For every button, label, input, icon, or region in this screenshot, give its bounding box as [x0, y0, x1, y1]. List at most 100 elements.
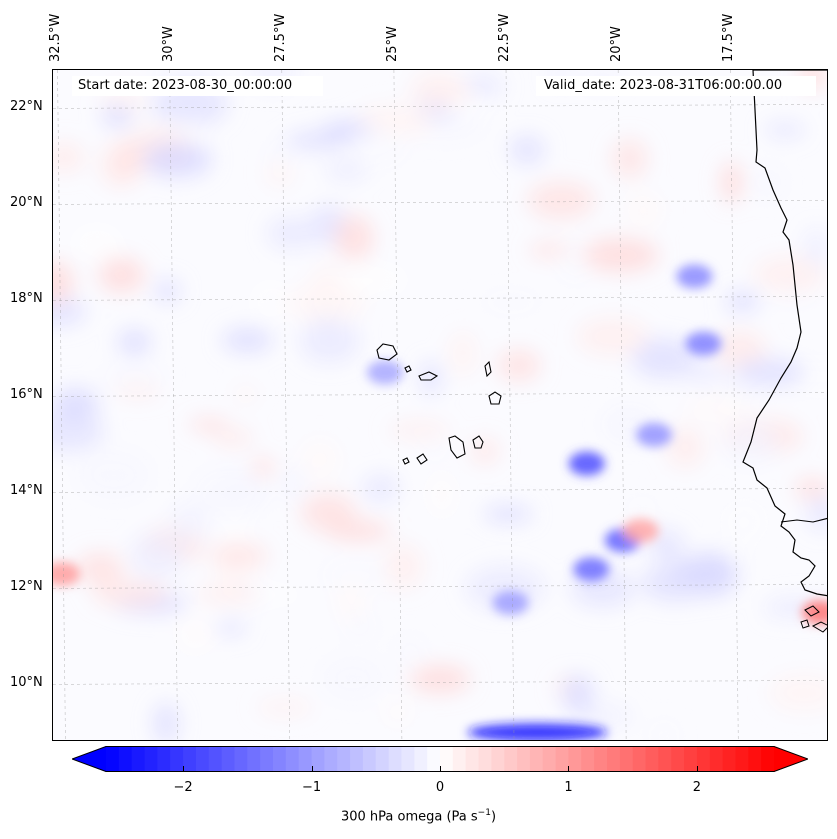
field-patch	[410, 71, 464, 109]
colorbar-segment	[260, 746, 274, 772]
colorbar-segment	[195, 746, 210, 772]
field-patch	[576, 317, 649, 356]
field-patch	[170, 502, 208, 544]
field-patch	[726, 422, 778, 463]
ascent-feature	[676, 264, 713, 289]
colorbar-segment	[684, 746, 698, 772]
field-patch	[448, 96, 497, 115]
field-patch	[582, 237, 659, 273]
field-patch	[53, 388, 99, 420]
field-patch	[233, 386, 258, 403]
graticule	[53, 70, 827, 740]
colorbar-segment	[273, 746, 287, 772]
colorbar-segment	[144, 746, 158, 772]
colorbar-segment	[388, 746, 403, 772]
descent-feature	[622, 518, 659, 543]
field-patch	[252, 282, 287, 322]
latitude-label: 12°N	[10, 579, 43, 595]
colorbar-tick-label: −1	[301, 780, 322, 795]
colorbar-segment	[324, 746, 338, 772]
meridian-line	[730, 70, 739, 740]
omega-features	[53, 264, 827, 740]
colorbar-segment	[414, 746, 428, 772]
field-patch	[338, 265, 408, 295]
field-patch	[197, 475, 225, 499]
colorbar-segment	[208, 746, 223, 772]
map-panel[interactable]	[52, 69, 828, 741]
field-patch	[650, 721, 678, 740]
field-patch	[383, 543, 424, 590]
colorbar-segment	[504, 746, 518, 772]
field-patch	[281, 466, 306, 501]
latitude-label: 18°N	[10, 291, 43, 307]
field-patch	[78, 452, 150, 499]
colorbar-segment	[555, 746, 570, 772]
latitude-label: 20°N	[10, 195, 43, 211]
colorbar-segment	[619, 746, 634, 772]
field-patch	[647, 529, 685, 563]
colorbar-segment	[440, 746, 454, 772]
colorbar-segment	[183, 746, 197, 772]
field-patch	[768, 673, 827, 713]
colorbar-segment	[748, 746, 762, 772]
field-patch	[92, 580, 168, 607]
colorbar-tick-mark	[440, 766, 441, 771]
longitude-label: 32.5°W	[48, 13, 64, 62]
field-patch	[382, 698, 414, 726]
descent-feature	[802, 600, 827, 625]
ascent-feature	[467, 723, 608, 740]
longitude-label: 25°W	[384, 26, 400, 62]
colorbar-segment	[696, 746, 711, 772]
colorbar-min-extend	[72, 746, 106, 772]
field-patch	[397, 636, 424, 667]
field-patch	[724, 291, 760, 312]
field-patch	[344, 615, 376, 641]
field-patch	[334, 215, 374, 261]
field-patch	[683, 395, 752, 423]
colorbar-segment	[401, 746, 415, 772]
ascent-feature	[366, 360, 403, 385]
colorbar-tick-label: 2	[692, 780, 702, 795]
colorbar-segment	[234, 746, 248, 772]
field-patch	[72, 226, 122, 259]
field-patch	[286, 131, 348, 150]
field-patch	[562, 674, 594, 715]
parallel-line	[53, 200, 827, 205]
colorbar-segment	[157, 746, 171, 772]
meridian-line	[393, 70, 403, 740]
field-patch	[76, 552, 124, 585]
colorbar-segment	[118, 746, 133, 772]
field-patch	[806, 494, 827, 531]
colorbar-segment	[337, 746, 351, 772]
meridian-line	[505, 70, 515, 740]
ascent-feature	[636, 422, 673, 447]
field-patch	[666, 426, 705, 468]
field-patch	[715, 330, 766, 368]
meridian-line	[281, 70, 291, 740]
field-patch	[362, 474, 399, 503]
longitude-label: 30°W	[160, 26, 176, 62]
colorbar-segment	[298, 746, 313, 772]
field-patch	[497, 349, 541, 382]
field-patch	[409, 664, 471, 694]
colorbar-segment	[722, 746, 737, 772]
colorbar-label: 300 hPa omega (Pa s−1)	[0, 808, 837, 824]
colorbar-label-unit-exponent: −1	[477, 808, 491, 818]
colorbar-segment	[568, 746, 582, 772]
field-patch	[222, 328, 273, 353]
colorbar-tick-mark	[696, 766, 698, 771]
field-patch	[325, 159, 368, 181]
field-patch	[115, 385, 161, 398]
field-patch	[509, 135, 545, 165]
gambia-coast	[780, 517, 827, 523]
colorbar-segment	[375, 746, 390, 772]
valid-date-label: Valid_date: 2023-08-31T06:00:00.00	[536, 76, 816, 96]
field-patch	[265, 163, 294, 187]
field-patch	[53, 297, 87, 326]
field-patch	[528, 242, 570, 258]
field-patch	[129, 533, 185, 580]
colorbar-segment	[131, 746, 146, 772]
colorbar-segment	[350, 746, 364, 772]
colorbar-segment	[735, 746, 749, 772]
colorbar-segment	[452, 746, 467, 772]
